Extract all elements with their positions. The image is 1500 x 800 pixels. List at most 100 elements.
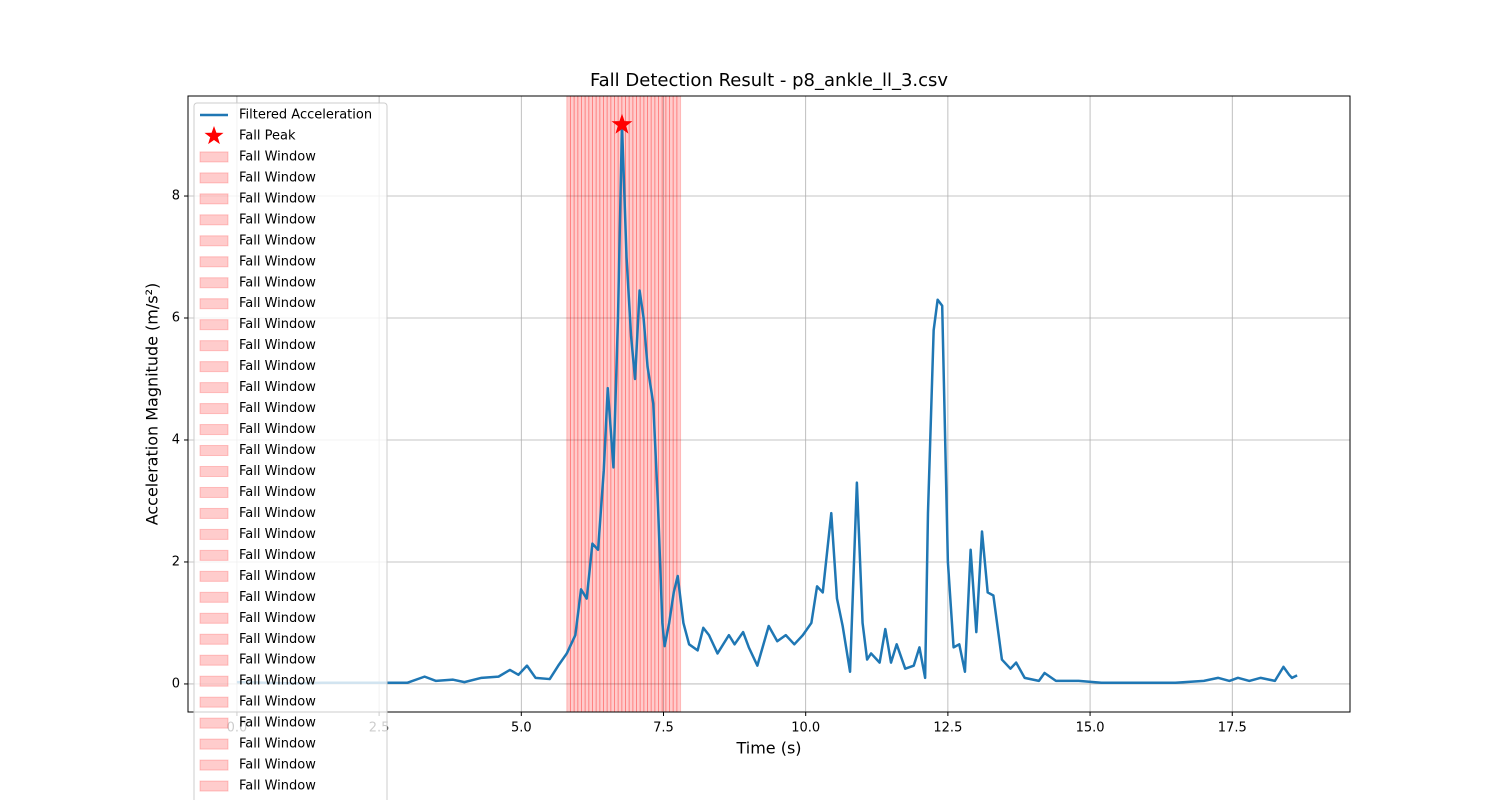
legend-label: Fall Window [239,548,316,563]
legend-label: Fall Window [239,695,316,710]
y-tick-label: 0 [172,676,180,691]
legend-label: Fall Window [239,737,316,752]
legend-patch [199,654,229,666]
legend-label: Fall Window [239,443,316,458]
legend-star [204,126,224,145]
fall-window [643,95,649,713]
x-tick-label: 10.0 [791,721,820,736]
fall-window [610,95,615,713]
legend-label: Fall Window [239,485,316,500]
legend-patch [199,424,229,436]
x-tick-label: 17.5 [1218,721,1247,736]
fall-window [654,95,660,713]
fall-window [599,95,604,713]
data-line [236,123,1298,685]
fall-window [591,95,597,713]
fall-window [628,95,634,713]
legend-label: Fall Window [239,170,316,185]
legend-label: Fall Window [239,632,316,647]
fall-window [588,95,593,713]
legend-label: Fall Window [239,338,316,353]
legend-patch [199,696,229,708]
legend-patch [199,780,229,792]
legend-patch [199,235,229,247]
legend-patch [199,612,229,624]
fall-window [672,95,678,713]
fall-window [632,95,638,713]
y-tick-label: 6 [172,311,180,326]
legend-label: Fall Peak [239,128,296,143]
fall-window [676,95,682,713]
fall-window [595,95,601,713]
legend-patch [199,361,229,373]
x-tick-label: 12.5 [933,721,962,736]
legend-label: Fall Window [239,212,316,227]
fall-window [639,95,645,713]
legend-label: Fall Window [239,758,316,773]
legend-label: Filtered Acceleration [239,108,372,123]
fall-window [580,95,586,713]
fall-window [624,95,630,713]
legend-label: Fall Window [239,359,316,374]
legend-patch [199,151,229,163]
legend-label: Fall Window [239,464,316,479]
y-tick-label: 2 [172,554,180,569]
legend-patch [199,256,229,268]
fall-window [647,95,652,713]
legend-label: Fall Window [239,380,316,395]
legend-patch [199,528,229,540]
x-tick-label: 7.5 [653,721,674,736]
legend-label: Fall Window [239,590,316,605]
chart-title: Fall Detection Result - p8_ankle_ll_3.cs… [590,70,948,91]
y-tick-label: 4 [172,432,180,447]
legend-label: Fall Window [239,296,316,311]
legend-patch [199,675,229,687]
fall-window [636,95,641,713]
legend-patch [199,382,229,394]
legend-patch [199,759,229,771]
legend-patch [199,549,229,561]
fall-window [584,95,590,713]
legend-label: Fall Window [239,317,316,332]
legend-label: Fall Window [239,233,316,248]
legend-patch [199,717,229,729]
legend-label: Fall Window [239,716,316,731]
x-tick-label: 15.0 [1076,721,1105,736]
legend-patch [199,340,229,352]
legend-label: Fall Window [239,527,316,542]
fall-window [569,95,575,713]
legend-patch [199,570,229,582]
legend-patch [199,445,229,457]
plot-frame [187,95,1351,713]
fall-peak [611,113,633,134]
legend-label: Fall Window [239,191,316,206]
legend-patch [199,403,229,415]
legend-label: Fall Window [239,506,316,521]
legend-patch [199,172,229,184]
legend: Filtered Acceleration Fall Peak Fall Windo… [193,102,388,800]
legend-label: Fall Window [239,149,316,164]
fall-window [566,95,571,713]
legend-patch [199,465,229,477]
legend-patch [199,633,229,645]
x-tick-label: 5.0 [511,721,532,736]
legend-label: Fall Window [239,254,316,269]
legend-label: Fall Window [239,422,316,437]
legend-patch [199,738,229,750]
legend-label: Fall Window [239,653,316,668]
legend-box [193,102,388,800]
legend-label: Fall Window [239,611,316,626]
legend-patch [199,298,229,310]
legend-label: Fall Window [239,674,316,689]
legend-patch [199,193,229,205]
legend-patch [199,214,229,226]
legend-label: Fall Window [239,569,316,584]
y-tick-label: 8 [172,189,180,204]
y-axis-label: Acceleration Magnitude (m/s²) [143,283,162,526]
legend-patch [199,507,229,519]
legend-label: Fall Window [239,275,316,290]
legend-patch [199,277,229,289]
legend-label: Fall Window [239,401,316,416]
